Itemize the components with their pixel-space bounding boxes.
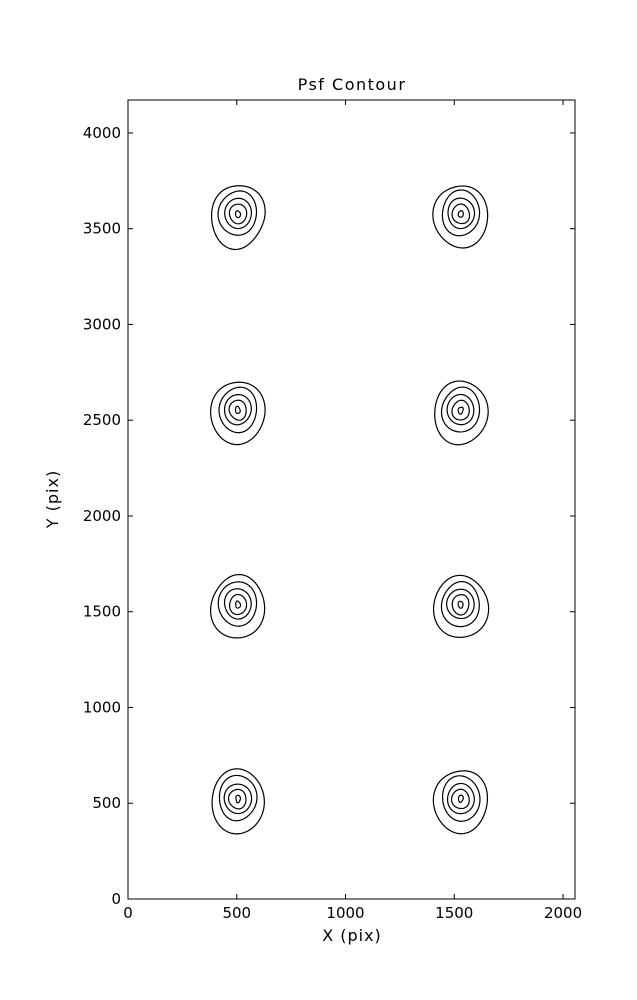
psf-spot <box>432 185 489 249</box>
y-tick-label: 500 <box>92 794 121 812</box>
contour-level-4 <box>457 600 464 609</box>
contour-level-2 <box>223 588 252 620</box>
plot-content: 0 500 1000 1500 2000 0 500 1000 1500 2000 2500 3000… <box>83 99 582 922</box>
contour-level-2 <box>447 197 476 230</box>
contour-level-3 <box>450 788 470 810</box>
contour-level-2 <box>223 393 252 426</box>
contour-level-4 <box>457 406 464 415</box>
contour-level-1 <box>440 386 481 433</box>
x-axis-label: X (pix) <box>322 926 382 945</box>
contour-level-3 <box>228 399 247 421</box>
contour-level-1 <box>440 581 480 628</box>
psf-spot <box>210 381 266 446</box>
y-tick-label: 4000 <box>83 124 121 142</box>
contour-level-1 <box>218 774 258 822</box>
contour-level-3 <box>451 399 470 421</box>
contour-level-0 <box>210 185 266 251</box>
psf-spot <box>432 770 489 835</box>
contour-level-0 <box>211 768 265 835</box>
x-tick-label: 500 <box>222 904 251 922</box>
x-tick-label: 1000 <box>326 904 364 922</box>
psf-spot <box>432 574 490 638</box>
psf-spot <box>211 768 265 835</box>
axes-frame <box>127 99 576 900</box>
contour-level-1 <box>441 189 481 237</box>
contour-level-3 <box>229 593 248 616</box>
y-tick-label: 1000 <box>83 698 121 716</box>
y-axis-label: Y (pix) <box>43 470 62 529</box>
y-tick-label: 3000 <box>83 315 121 333</box>
contour-level-4 <box>457 794 464 804</box>
x-tick-label: 1500 <box>435 904 473 922</box>
contour-level-3 <box>227 788 247 810</box>
contour-level-4 <box>234 405 241 414</box>
y-tick-label: 3500 <box>83 220 121 238</box>
contour-level-0 <box>432 770 489 835</box>
contour-level-3 <box>228 203 248 225</box>
contour-level-2 <box>446 393 475 426</box>
contour-level-2 <box>223 783 253 815</box>
contour-level-0 <box>434 380 489 446</box>
contour-level-4 <box>235 794 242 804</box>
contour-level-1 <box>217 190 258 236</box>
y-tick-label: 2500 <box>83 411 121 429</box>
x-tick-label: 2000 <box>544 904 582 922</box>
contour-level-1 <box>441 775 481 822</box>
contour-level-4 <box>235 210 242 219</box>
y-tick-label: 0 <box>111 890 121 908</box>
contour-level-0 <box>210 573 266 639</box>
psf-spot <box>210 573 266 639</box>
contour-level-2 <box>446 782 475 815</box>
contour-level-0 <box>432 574 490 638</box>
contour-level-3 <box>451 203 471 225</box>
contour-level-3 <box>451 594 470 616</box>
contour-level-1 <box>217 581 258 627</box>
y-tick-label: 1500 <box>83 603 121 621</box>
contour-level-4 <box>235 600 242 609</box>
contour-level-0 <box>210 381 266 446</box>
chart-title: Psf Contour <box>298 75 407 94</box>
psf-spot <box>210 185 266 251</box>
y-tick-label: 2000 <box>83 507 121 525</box>
contour-level-1 <box>218 386 258 434</box>
contour-level-0 <box>432 185 489 249</box>
contour-level-2 <box>446 588 475 620</box>
psf-spot <box>434 380 489 446</box>
x-tick-label: 0 <box>123 904 133 922</box>
contour-level-4 <box>457 210 464 218</box>
contour-level-2 <box>224 197 252 230</box>
